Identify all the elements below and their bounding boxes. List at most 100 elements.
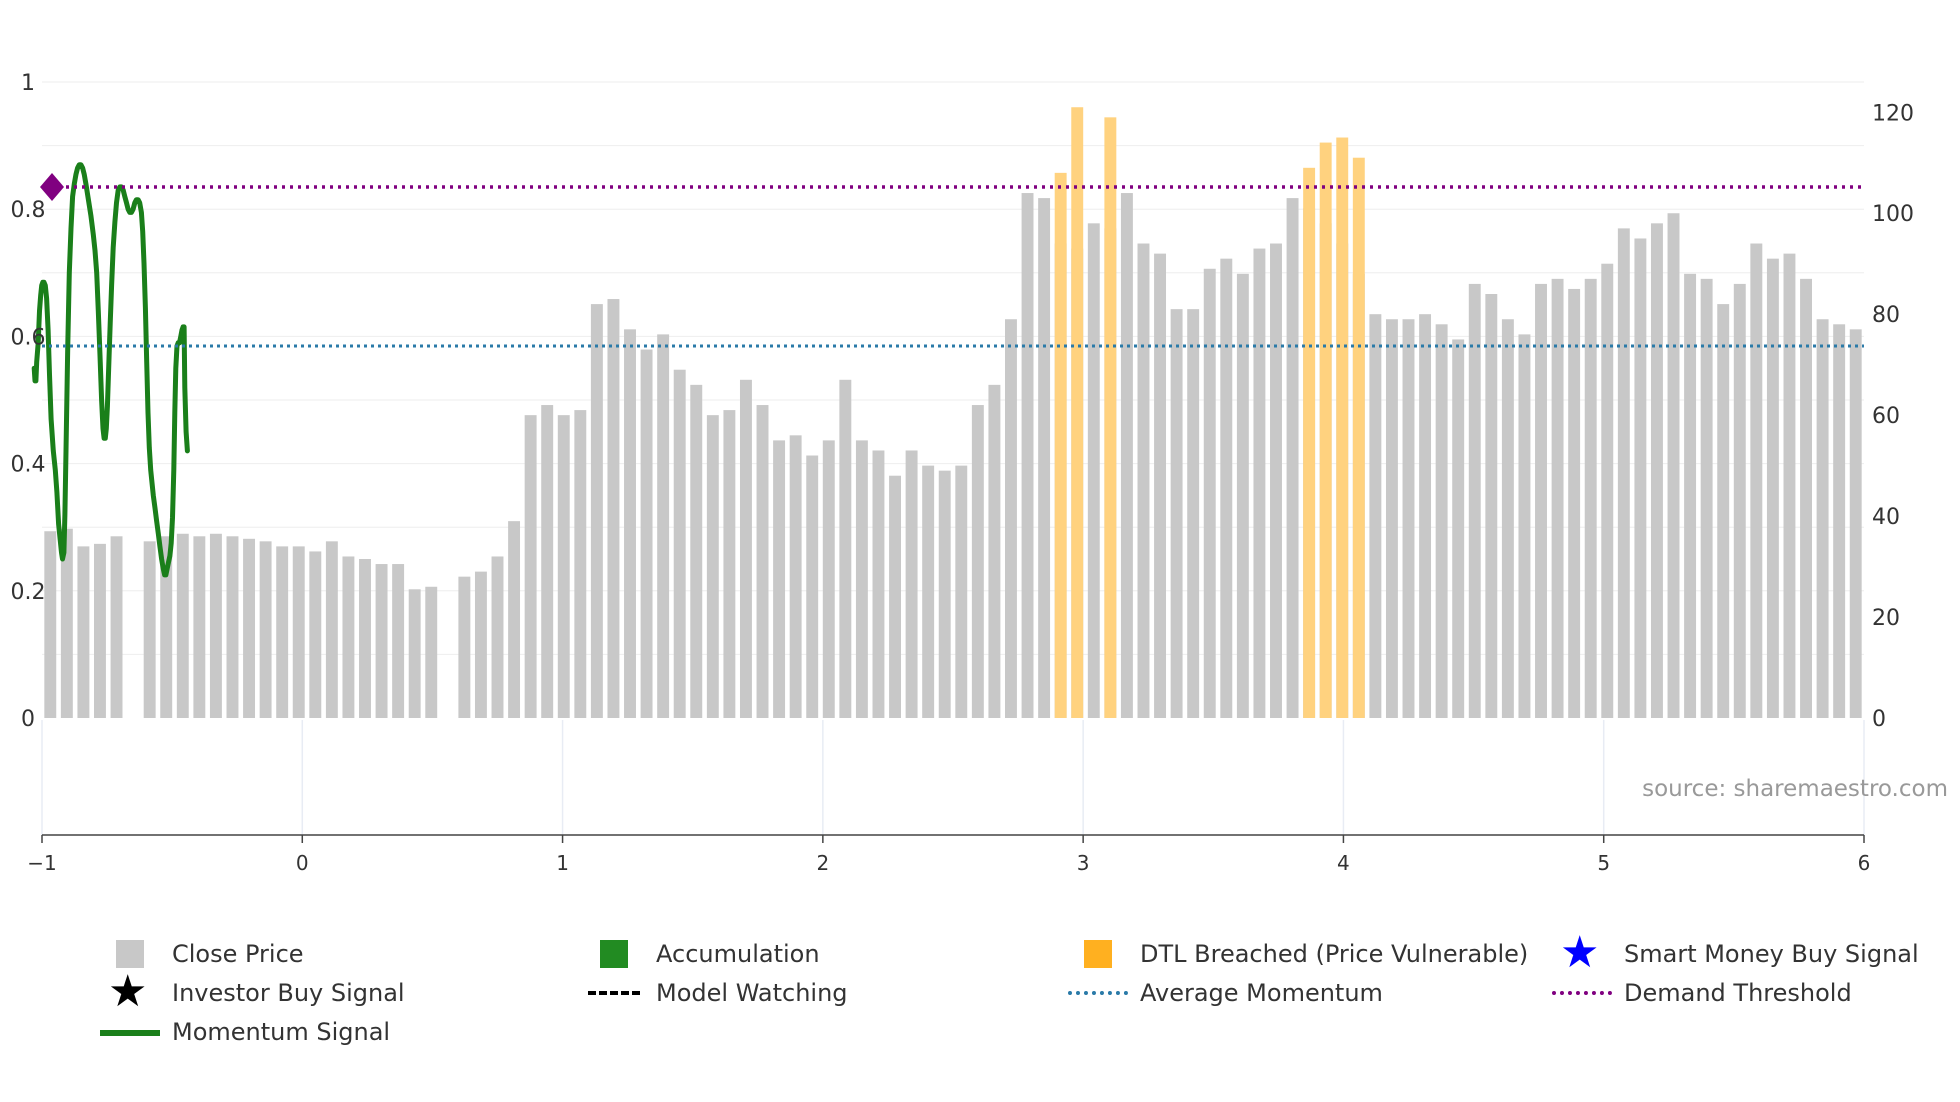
close-price-bars xyxy=(44,193,1862,719)
x-tick-label: 6 xyxy=(1858,851,1871,875)
close-price-bar xyxy=(822,440,835,718)
close-price-bar xyxy=(806,455,819,718)
close-price-bar xyxy=(1733,283,1746,718)
close-price-bar xyxy=(1253,248,1266,719)
close-price-bar xyxy=(971,405,984,718)
close-price-bar xyxy=(1170,309,1183,718)
close-price-bar xyxy=(541,405,554,718)
close-price-bar xyxy=(1468,283,1481,718)
dtl-breached-bar xyxy=(1054,172,1067,718)
x-tick-label: 5 xyxy=(1597,851,1610,875)
right-tick-label: 20 xyxy=(1872,606,1900,631)
close-price-bar xyxy=(607,299,620,718)
right-tick-label: 40 xyxy=(1872,505,1900,530)
close-price-bar xyxy=(557,415,570,718)
close-price-bar xyxy=(1601,263,1614,718)
close-price-bar xyxy=(143,541,156,718)
close-price-bar xyxy=(44,531,57,718)
close-price-bar xyxy=(1684,273,1697,718)
close-price-bar xyxy=(1800,278,1812,718)
close-price-bar xyxy=(1452,339,1465,718)
close-price-bar xyxy=(1816,319,1829,718)
close-price-bar xyxy=(839,379,852,718)
close-price-bar xyxy=(1286,198,1299,719)
close-price-bar xyxy=(425,586,438,718)
x-gridlines xyxy=(41,720,1865,835)
close-price-bar xyxy=(259,541,272,718)
close-price-bar xyxy=(1617,228,1630,718)
close-price-bar xyxy=(905,450,918,718)
close-price-bar xyxy=(1766,258,1779,718)
close-price-bar xyxy=(1634,238,1647,718)
close-price-bar xyxy=(1650,223,1663,719)
close-price-bar xyxy=(458,576,471,718)
close-price-bar xyxy=(1501,319,1514,718)
close-price-bar xyxy=(1584,278,1597,718)
close-price-bar xyxy=(1518,334,1531,718)
x-tick-label: 4 xyxy=(1337,851,1350,875)
left-tick-label: 0.2 xyxy=(11,580,46,605)
right-tick-label: 120 xyxy=(1872,101,1914,126)
close-price-bar xyxy=(176,533,189,718)
dtl-breached-bar xyxy=(1303,167,1316,719)
close-price-bar xyxy=(243,538,256,718)
close-price-bar xyxy=(889,475,901,718)
close-price-bar xyxy=(955,465,968,718)
close-price-bar xyxy=(1203,268,1216,718)
close-price-bar xyxy=(1485,294,1498,718)
signal-lines xyxy=(31,162,1864,578)
close-price-bar xyxy=(922,465,935,718)
left-tick-label: 0.4 xyxy=(11,453,46,478)
right-axis-ticks: 0 20 40 60 80 100 120 xyxy=(1872,101,1914,732)
demand-threshold-marker xyxy=(40,172,64,201)
x-axis-ticks: −1 0 1 2 3 4 5 6 xyxy=(27,835,1870,875)
dtl-breached-bar xyxy=(1104,117,1117,719)
close-price-bar xyxy=(193,536,206,718)
right-tick-label: 80 xyxy=(1872,303,1900,328)
left-tick-label: 0.8 xyxy=(11,198,46,223)
close-price-bar xyxy=(209,533,222,718)
close-price-bar xyxy=(1849,329,1862,718)
close-price-bar xyxy=(1021,193,1034,719)
close-price-bar xyxy=(1435,324,1448,718)
close-price-bar xyxy=(657,334,670,718)
close-price-bar xyxy=(408,589,421,718)
close-price-bar xyxy=(624,329,636,718)
close-price-bar xyxy=(1717,304,1730,718)
close-price-bar xyxy=(309,551,322,718)
left-tick-label: 0 xyxy=(21,707,35,732)
close-price-bar xyxy=(508,521,521,718)
close-price-bar xyxy=(160,536,173,718)
close-price-bar xyxy=(872,450,885,718)
close-price-bar xyxy=(359,559,371,718)
close-price-bar xyxy=(1187,309,1200,718)
close-price-bar xyxy=(110,536,123,718)
right-tick-label: 60 xyxy=(1872,404,1900,429)
dtl-breached-bar xyxy=(1336,137,1349,718)
close-price-bar xyxy=(1038,198,1051,719)
close-price-bar xyxy=(1220,258,1233,718)
close-price-bar xyxy=(1154,253,1167,718)
close-price-bar xyxy=(739,379,752,718)
left-tick-label: 0.6 xyxy=(11,325,46,350)
close-price-bar xyxy=(1236,273,1249,718)
close-price-bar xyxy=(988,384,1001,718)
right-tick-label: 0 xyxy=(1872,707,1886,732)
source-label: source: sharemaestro.com xyxy=(1642,776,1948,802)
close-price-bar xyxy=(855,440,868,718)
close-price-bar xyxy=(491,556,504,718)
close-price-bar xyxy=(640,349,653,718)
close-price-bar xyxy=(789,435,802,718)
x-tick-label: 3 xyxy=(1077,851,1090,875)
close-price-bar xyxy=(94,543,106,718)
close-price-bar xyxy=(1535,283,1547,718)
close-price-bar xyxy=(342,556,355,718)
dtl-breached-bars xyxy=(1054,107,1365,719)
close-price-bar xyxy=(756,405,769,718)
close-price-bar xyxy=(292,546,305,718)
close-price-bar xyxy=(325,541,338,718)
x-tick-label: 0 xyxy=(296,851,309,875)
close-price-bar xyxy=(1419,314,1432,718)
close-price-bar xyxy=(1667,213,1680,718)
